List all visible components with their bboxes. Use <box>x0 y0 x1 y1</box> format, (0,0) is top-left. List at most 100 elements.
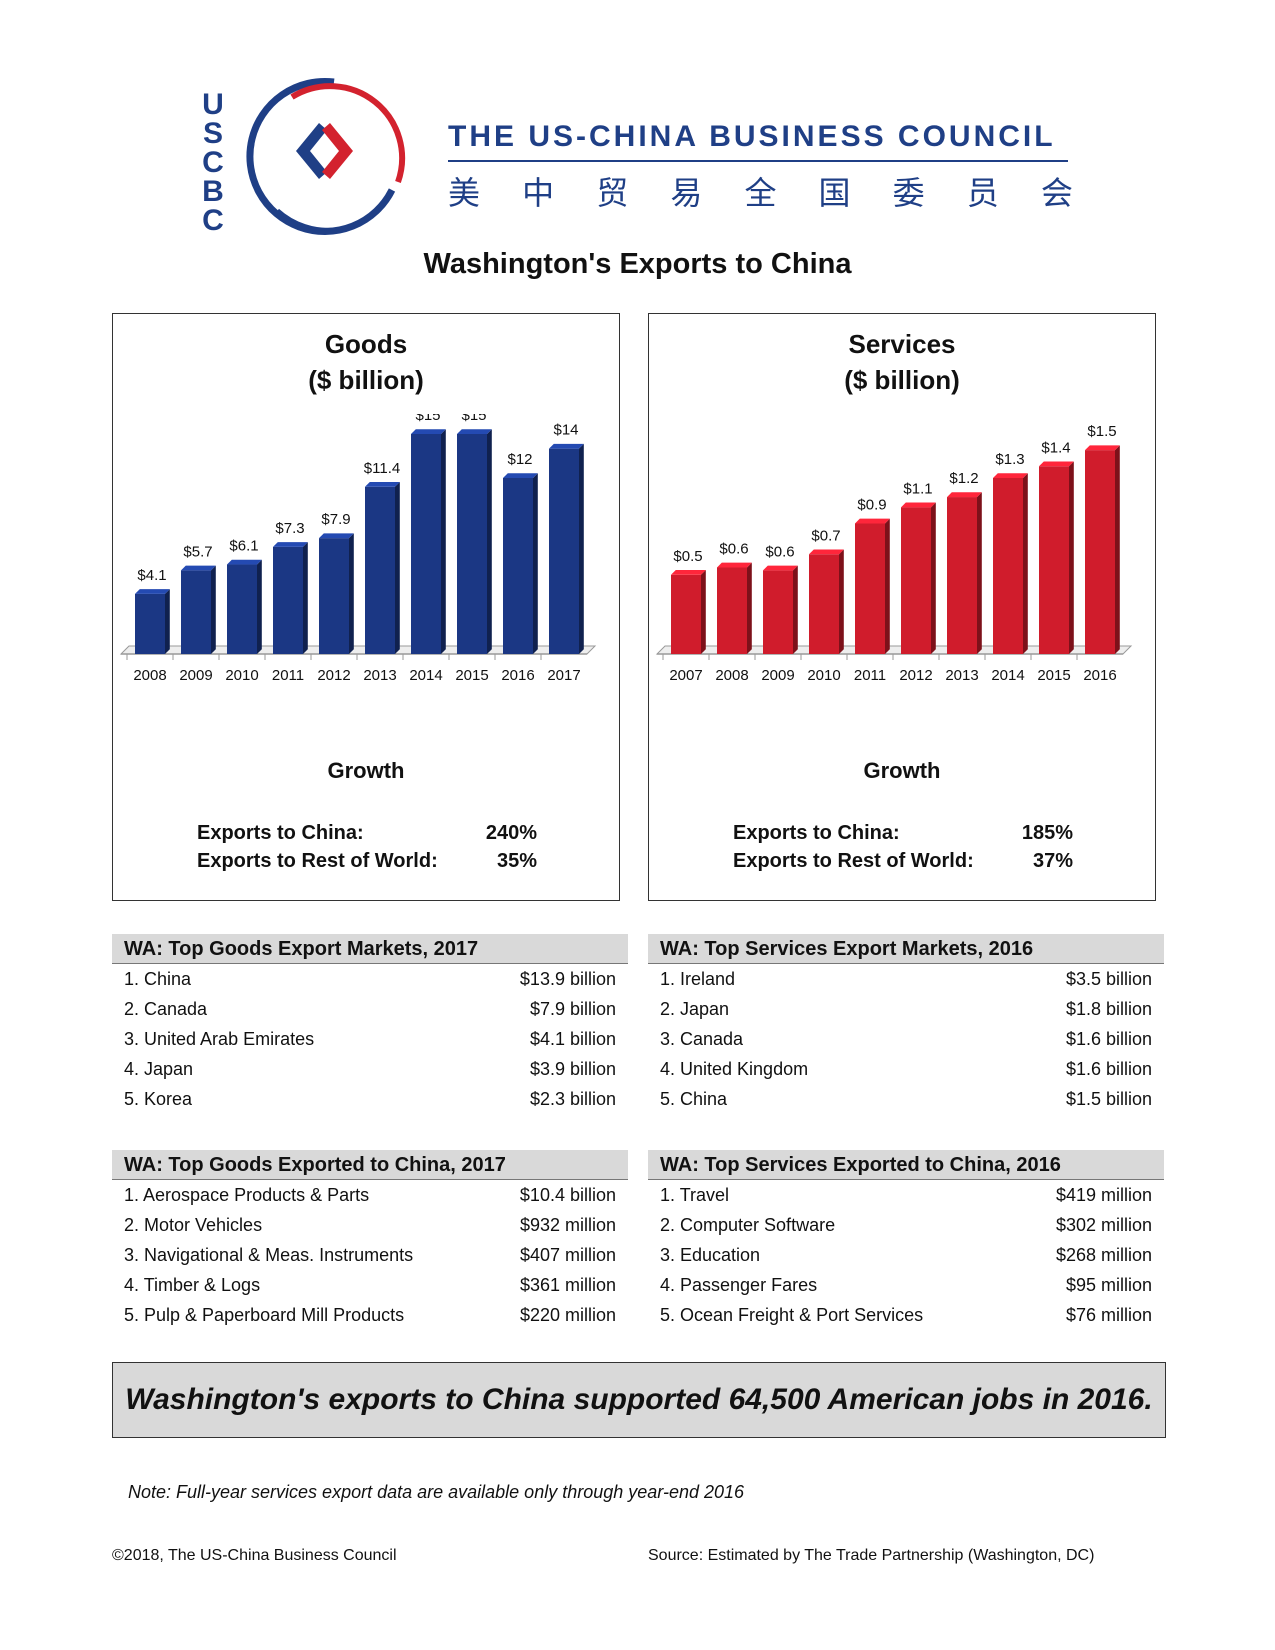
data-label: $1.5 <box>1087 423 1116 440</box>
row-value: $7.9 billion <box>529 999 616 1019</box>
bar-side <box>885 518 890 654</box>
table-row: 5. China $1.5 billion <box>648 1084 1164 1114</box>
bar-side <box>257 559 262 654</box>
bar-top <box>273 542 308 547</box>
uscbc-acronym: U S C B C <box>200 90 226 236</box>
table-row: 3. Canada $1.6 billion <box>648 1024 1164 1054</box>
table-row: 1. Aerospace Products & Parts $10.4 billi… <box>112 1180 628 1210</box>
x-tick-label: 2015 <box>1037 667 1070 684</box>
data-label: $0.9 <box>857 496 886 513</box>
table-row: 3. Navigational & Meas. Instruments $407 … <box>112 1240 628 1270</box>
bar-top <box>135 589 170 594</box>
bar-side <box>303 542 308 654</box>
row-value: $1.6 billion <box>1065 1059 1152 1079</box>
row-name: 5. Korea <box>124 1089 193 1109</box>
bar <box>763 565 798 654</box>
bar-front <box>273 546 303 654</box>
x-tick-label: 2008 <box>715 667 748 684</box>
data-label: $6.1 <box>229 538 258 555</box>
bar-front <box>503 478 533 654</box>
row-name: 4. Japan <box>124 1059 194 1079</box>
data-label: $12 <box>507 451 532 468</box>
bar <box>365 482 400 654</box>
row-name: 5. Pulp & Paperboard Mill Products <box>124 1305 405 1325</box>
bar-side <box>701 570 706 654</box>
table-row: 2. Japan $1.8 billion <box>648 994 1164 1024</box>
x-tick-label: 2010 <box>807 667 840 684</box>
data-label: $4.1 <box>137 567 166 584</box>
bar-side <box>1069 461 1074 654</box>
bar-side <box>793 565 798 654</box>
bar-top <box>503 473 538 478</box>
bar-top <box>947 492 982 498</box>
goods-title-line1: Goods <box>324 329 408 359</box>
table-row: 1. China $13.9 billion <box>112 964 628 994</box>
bar-front <box>901 507 931 654</box>
table-title: WA: Top Goods Exported to China, 2017 <box>112 1150 628 1180</box>
bar-side <box>211 565 216 654</box>
bar <box>135 589 170 654</box>
table-row: 4. Timber & Logs $361 million <box>112 1270 628 1300</box>
x-tick-label: 2012 <box>317 667 350 684</box>
cn-char: 委 <box>892 174 925 212</box>
bar-side <box>931 502 936 654</box>
table-row: 3. United Arab Emirates $4.1 billion <box>112 1024 628 1054</box>
bar <box>457 429 492 654</box>
row-value: $76 million <box>1065 1305 1152 1325</box>
bar-front <box>227 564 257 654</box>
bar-front <box>671 574 701 654</box>
bar-top <box>549 443 584 449</box>
bar <box>809 549 844 654</box>
row-name: 3. Navigational & Meas. Instruments <box>124 1245 414 1265</box>
services-export-markets-table: WA: Top Services Export Markets, 2016 1.… <box>648 934 1164 1114</box>
uscbc-logo-icon <box>246 77 406 235</box>
services-chart-title: Services ($ billion) <box>649 326 1155 398</box>
data-label: $1.2 <box>949 470 978 487</box>
services-title-line2: ($ billion) <box>844 365 960 395</box>
table-row: 5. Pulp & Paperboard Mill Products $220 m… <box>112 1300 628 1330</box>
data-label: $14 <box>553 422 578 439</box>
row-name: 1. Travel <box>660 1185 730 1205</box>
x-tick-label: 2013 <box>945 667 978 684</box>
bar <box>503 473 538 654</box>
bar-front <box>457 434 487 654</box>
bar-side <box>1115 445 1120 654</box>
data-label: $5.7 <box>183 543 212 560</box>
bar-side <box>533 473 538 654</box>
table-row: 2. Motor Vehicles $932 million <box>112 1210 628 1240</box>
row-name: 2. Motor Vehicles <box>124 1215 263 1235</box>
bar-side <box>395 482 400 654</box>
goods-title-line2: ($ billion) <box>308 365 424 395</box>
x-tick-label: 2016 <box>1083 667 1116 684</box>
bar <box>947 492 982 654</box>
row-value: $407 million <box>519 1245 616 1265</box>
row-value: $3.9 billion <box>529 1059 616 1079</box>
bar <box>717 562 752 654</box>
org-name: THE US-CHINA BUSINESS COUNCIL <box>448 120 1056 153</box>
data-label: $0.6 <box>765 543 794 560</box>
acronym-letter: S <box>202 117 223 150</box>
x-tick-label: 2009 <box>179 667 212 684</box>
x-tick-label: 2008 <box>133 667 166 684</box>
growth-label: Exports to Rest of World: <box>197 850 438 872</box>
goods-growth-world-row: Exports to Rest of World: 35% <box>197 850 537 876</box>
bar-front <box>855 523 885 654</box>
bar-front <box>319 538 349 654</box>
cn-char: 员 <box>966 174 999 212</box>
row-name: 3. United Arab Emirates <box>124 1029 315 1049</box>
row-name: 2. Japan <box>660 999 730 1019</box>
bar-front <box>1085 450 1115 654</box>
jobs-banner: Washington's exports to China supported … <box>112 1362 1166 1438</box>
goods-chart-title: Goods ($ billion) <box>113 326 619 398</box>
row-value: $268 million <box>1055 1245 1152 1265</box>
bar <box>227 559 262 654</box>
x-tick-label: 2016 <box>501 667 534 684</box>
bar-front <box>549 448 579 654</box>
bar-top <box>365 482 400 487</box>
row-value: $4.1 billion <box>529 1029 616 1049</box>
bar-front <box>365 486 395 654</box>
services-bar-chart: $0.5 2007 $0.6 2008 $0.6 2009 $0.7 2010 $0.9 2011… <box>655 423 1133 684</box>
growth-label: Exports to China: <box>733 822 900 844</box>
header: U S C B C THE US-CHINA BUSINESS COUNCIL … <box>200 72 1080 242</box>
bar-front <box>135 593 165 654</box>
